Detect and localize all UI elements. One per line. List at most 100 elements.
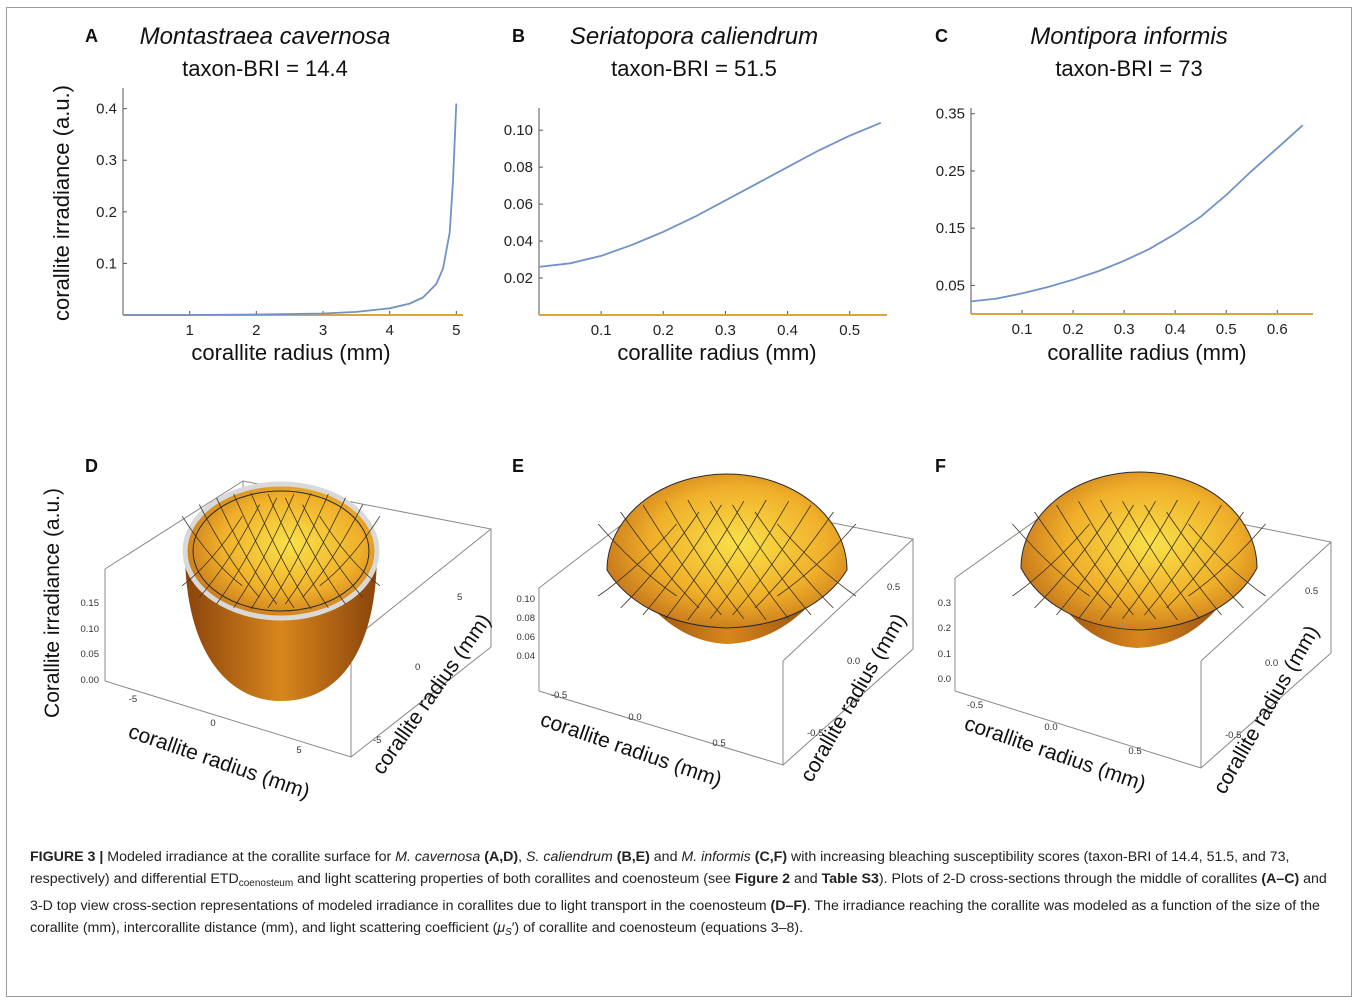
caption-figure-2-link[interactable]: Figure 2: [734, 871, 791, 887]
panel-d-ylabel: corallite radius (mm): [368, 610, 496, 779]
caption-ref-ac: (A–C): [1261, 871, 1300, 887]
caption-text-9: ′) of corallite and coenosteum (equation…: [511, 920, 804, 936]
panel-c-curve: [970, 124, 1304, 303]
panel-c-axes: [970, 108, 1313, 315]
panel-b-title-bri: taxon-BRI = 51.5: [611, 56, 777, 81]
panel-d-3d-plot: D 0.15 0.10 0.05 0.00 -5 0 5 5 0 -5 Corallite irr…: [41, 456, 496, 804]
panel-d-zlabel: Corallite irradiance (a.u.): [41, 488, 64, 718]
panel-c-title-bri: taxon-BRI = 73: [1055, 56, 1202, 81]
caption-species-2: S. caliendrum: [526, 849, 613, 865]
panel-b-ytick-label: 0.06: [504, 196, 533, 213]
panel-letter-b: B: [512, 26, 525, 46]
panel-c-xtick-label: 0.3: [1114, 321, 1135, 338]
panel-d-bowl: [181, 481, 381, 701]
panel-d-xtick-label: 0: [210, 718, 215, 729]
panel-e-xtick-label: 0.5: [712, 738, 725, 749]
panel-e-ytick-label: -0.5: [807, 728, 823, 739]
caption-mu-subscript: S: [505, 927, 512, 938]
panel-b-xtick-label: 0.1: [591, 322, 612, 339]
caption-table-s3-link[interactable]: Table S3: [821, 871, 879, 887]
panel-a-xtick-label: 4: [385, 322, 393, 339]
panel-a-xtick-label: 3: [319, 322, 327, 339]
panel-a-xtick-label: 1: [185, 322, 193, 339]
panel-f-3d-plot: F 0.3 0.2 0.1 0.0 -0.5 0.0 0.5 0.5 0.0 -0.5 coral…: [935, 456, 1333, 798]
panel-e-ztick-label: 0.08: [517, 613, 536, 624]
caption-ref-be: (B,E): [616, 849, 650, 865]
panel-c-ytick-label: 0.15: [936, 220, 965, 237]
caption-text-2: and: [649, 849, 682, 865]
panel-d-ztick-label: 0.05: [81, 649, 100, 660]
panel-b-curve: [538, 121, 882, 268]
panel-e-3d-plot: E 0.10 0.08 0.06 0.04 -0.5 0.0 0.5 0.5 0.0 -0.5 c…: [512, 456, 915, 792]
panel-a-xtick-label: 5: [452, 322, 460, 339]
panel-f-ylabel: corallite radius (mm): [1209, 622, 1324, 798]
panel-b-ytick-label: 0.02: [504, 270, 533, 287]
panel-b-xlabel: corallite radius (mm): [617, 340, 816, 365]
caption-text-1: Modeled irradiance at the corallite surf…: [103, 849, 396, 865]
panel-e-ytick-label: 0.5: [887, 582, 900, 593]
panel-b-axes: [538, 108, 887, 316]
panel-f-ytick-label: -0.5: [1225, 730, 1241, 741]
panel-c-xtick-label: 0.2: [1063, 321, 1084, 338]
panel-e-ytick-label: 0.0: [847, 656, 860, 667]
panel-f-ztick-label: 0.3: [938, 598, 951, 609]
caption-ref-df: (D–F): [770, 898, 807, 914]
panel-d-box: [104, 480, 493, 758]
panel-f-ytick-label: 0.5: [1305, 586, 1318, 597]
panel-e-xtick-label: 0.0: [628, 712, 641, 723]
caption-text-3: with increasing bleaching susceptibility…: [30, 849, 1290, 887]
panel-b-ytick-label: 0.08: [504, 159, 533, 176]
panel-f-ztick-label: 0.0: [938, 674, 951, 685]
panel-letter-f: F: [935, 456, 946, 476]
panel-c-xtick-label: 0.4: [1165, 321, 1186, 338]
panel-b-xtick-label: 0.3: [715, 322, 736, 339]
caption-text-4: and light scattering properties of both …: [293, 871, 735, 887]
panel-f-xtick-label: 0.5: [1128, 746, 1141, 757]
panel-letter-c: C: [935, 26, 948, 46]
panel-d-ztick-label: 0.10: [81, 624, 100, 635]
caption-species-1: M. cavernosa: [395, 849, 481, 865]
panel-a-ytick-label: 0.1: [96, 255, 117, 272]
panel-a-chart: A Montastraea cavernosa taxon-BRI = 14.4…: [49, 23, 463, 365]
panel-a-ytick-label: 0.2: [96, 204, 117, 221]
panel-d-ztick-label: 0.15: [81, 598, 100, 609]
panel-a-axes: [122, 88, 463, 316]
panel-d-xtick-label: -5: [129, 694, 137, 705]
caption-ref-ad: (A,D): [484, 849, 519, 865]
caption-text-5: and: [790, 871, 822, 887]
caption-ref-cf: (C,F): [754, 849, 788, 865]
panel-d-ytick-label: -5: [373, 735, 381, 746]
panel-a-title-species: Montastraea cavernosa: [140, 23, 391, 50]
panel-b-xtick-label: 0.4: [777, 322, 798, 339]
panel-letter-a: A: [85, 26, 98, 46]
panel-f-ztick-label: 0.2: [938, 623, 951, 634]
panel-a-ytick-label: 0.4: [96, 101, 117, 118]
panel-d-ytick-label: 5: [457, 592, 462, 603]
panel-e-ztick-label: 0.06: [517, 632, 536, 643]
panel-a-xlabel: corallite radius (mm): [191, 340, 390, 365]
panel-a-xtick-label: 2: [252, 322, 260, 339]
panel-b-xtick-label: 0.5: [839, 322, 860, 339]
panel-a-ylabel: corallite irradiance (a.u.): [49, 85, 74, 321]
caption-text-8: . The irradiance reaching the corallite …: [30, 898, 1320, 936]
panel-e-xtick-label: -0.5: [551, 690, 567, 701]
panel-d-ztick-label: 0.00: [81, 675, 100, 686]
panel-c-xtick-label: 0.5: [1216, 321, 1237, 338]
caption-species-3: M. informis: [681, 849, 751, 865]
panel-d-xtick-label: 5: [296, 745, 301, 756]
panel-c-ytick-label: 0.25: [936, 163, 965, 180]
figure-caption: FIGURE 3 | Modeled irradiance at the cor…: [30, 849, 1327, 938]
figure-graphics: A Montastraea cavernosa taxon-BRI = 14.4…: [41, 23, 1333, 804]
panel-c-chart: C Montipora informis taxon-BRI = 73 0.1 0…: [935, 23, 1313, 365]
panel-f-bowl: [1012, 471, 1266, 648]
caption-text-6: ). Plots of 2-D cross-sections through t…: [878, 871, 1262, 887]
panel-c-ytick-label: 0.35: [936, 106, 965, 123]
panel-b-chart: B Seriatopora caliendrum taxon-BRI = 51.…: [504, 23, 887, 365]
caption-label: FIGURE 3 |: [30, 849, 104, 865]
panel-e-ztick-label: 0.04: [517, 651, 536, 662]
panel-e-ztick-label: 0.10: [517, 594, 536, 605]
panel-c-title-species: Montipora informis: [1030, 23, 1227, 50]
caption-mu-symbol: μ: [497, 920, 506, 936]
panel-a-ytick-label: 0.3: [96, 152, 117, 169]
panel-d-xlabel: corallite radius (mm): [125, 720, 312, 804]
